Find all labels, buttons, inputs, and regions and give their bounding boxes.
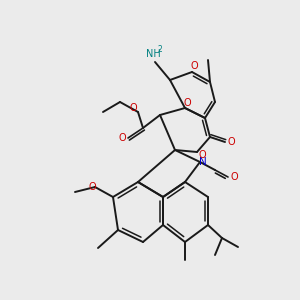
Text: O: O (227, 137, 235, 147)
Text: O: O (129, 103, 137, 113)
Text: N: N (199, 157, 207, 167)
Text: O: O (183, 98, 191, 108)
Text: O: O (198, 150, 206, 160)
Text: O: O (118, 133, 126, 143)
Text: O: O (190, 61, 198, 71)
Text: 2: 2 (158, 46, 162, 55)
Text: O: O (230, 172, 238, 182)
Text: O: O (88, 182, 96, 192)
Text: NH: NH (146, 49, 160, 59)
